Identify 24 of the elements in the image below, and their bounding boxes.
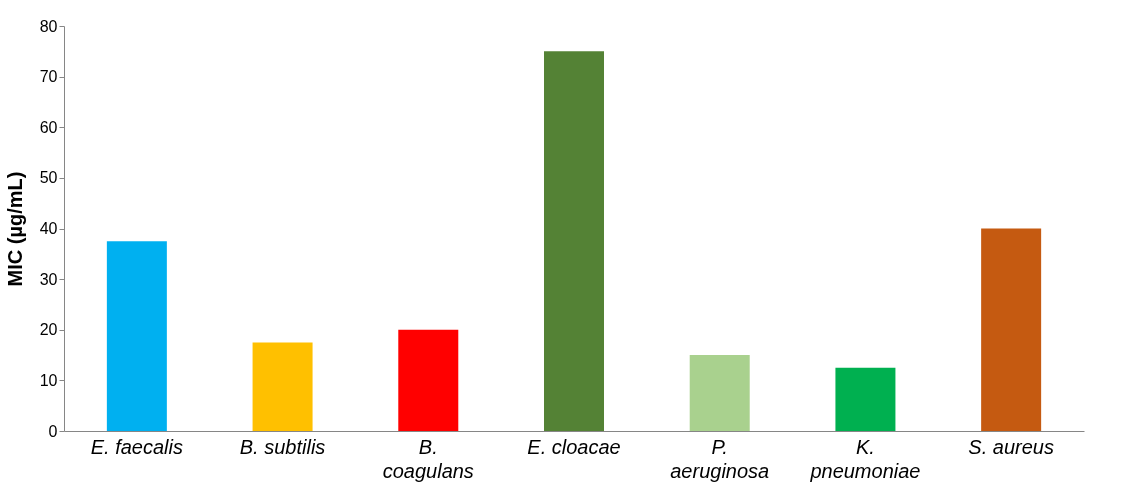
y-tick-label: 60 xyxy=(39,118,58,136)
bar xyxy=(252,342,313,431)
x-tick-label: E. cloacae xyxy=(527,435,621,458)
y-axis-title: MIC (µg/mL) xyxy=(3,171,26,287)
y-tick-label: 10 xyxy=(39,371,58,389)
bar xyxy=(398,329,459,431)
y-tick-label: 0 xyxy=(48,422,58,440)
bar xyxy=(981,228,1042,431)
x-tick-label: P. aeruginosa xyxy=(670,435,770,482)
bar xyxy=(544,51,604,431)
y-tick-label: 80 xyxy=(39,17,58,35)
y-tick-label: 70 xyxy=(39,68,58,86)
y-tick-label: 40 xyxy=(39,220,58,237)
y-tick-label: 50 xyxy=(39,169,58,187)
x-tick-label: B. subtilis xyxy=(239,435,326,458)
y-tick-label: 20 xyxy=(39,321,58,339)
bar xyxy=(689,355,750,431)
x-tick-label: K. pneumoniae xyxy=(809,435,921,482)
bar xyxy=(835,367,896,431)
x-tick-label: E. faecalis xyxy=(90,435,183,458)
bar xyxy=(106,241,167,431)
x-tick-label: S. aureus xyxy=(968,435,1054,458)
x-tick-label: B. coagulans xyxy=(382,435,474,482)
y-tick-label: 30 xyxy=(39,270,58,288)
